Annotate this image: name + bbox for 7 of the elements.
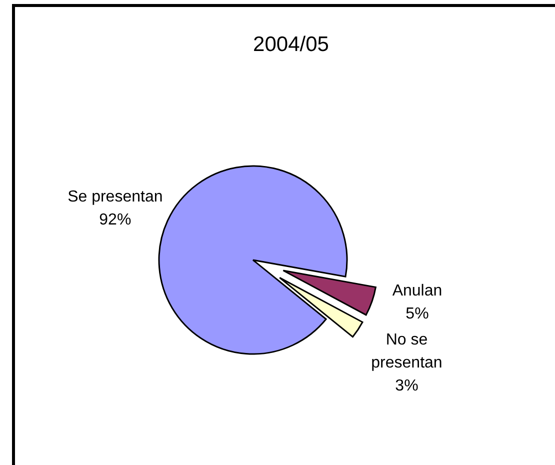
data-label: 92%	[99, 212, 132, 229]
slice-label: Se presentan	[68, 188, 163, 206]
chart-title: 2004/05	[252, 33, 330, 57]
slice-label: No se presentan	[371, 332, 442, 372]
data-label: 5%	[406, 306, 429, 323]
data-label: 3%	[395, 378, 418, 395]
slice-label: Anulan	[392, 282, 442, 300]
